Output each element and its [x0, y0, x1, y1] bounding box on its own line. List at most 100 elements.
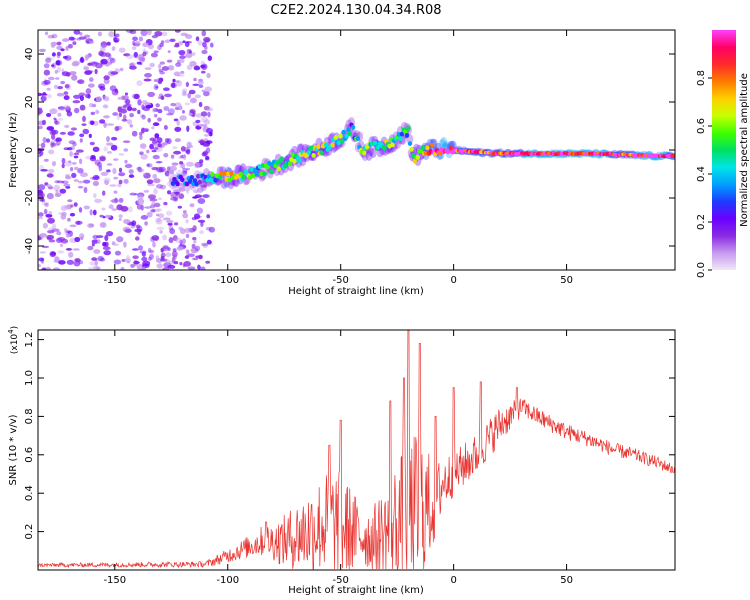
noise-blob [122, 140, 131, 143]
noise-blob [194, 245, 201, 252]
noise-blob [166, 113, 174, 116]
noise-blob [143, 189, 150, 193]
noise-blob [69, 224, 77, 228]
noise-blob [99, 47, 106, 52]
noise-blob [38, 257, 45, 262]
noise-blob [126, 255, 130, 261]
noise-blob [53, 184, 61, 192]
noise-blob [54, 69, 58, 74]
noise-blob [176, 74, 185, 77]
noise-blob [137, 109, 141, 115]
noise-blob [153, 50, 159, 53]
noise-blob [112, 243, 120, 246]
colorbar-tick-label: 0.6 [696, 118, 707, 134]
noise-blob [103, 250, 111, 256]
noise-blob [94, 259, 98, 266]
noise-blob [111, 136, 118, 141]
noise-blob [86, 40, 90, 44]
noise-blob [160, 40, 165, 44]
noise-blob [99, 156, 106, 162]
noise-blob [170, 102, 176, 107]
noise-blob [46, 126, 55, 131]
noise-blob [71, 172, 77, 179]
noise-blob [47, 168, 55, 174]
ridge-point [398, 136, 403, 142]
noise-blob [44, 203, 49, 207]
noise-blob [65, 230, 72, 234]
noise-blob [206, 107, 214, 112]
noise-blob [71, 62, 79, 67]
noise-blob [51, 64, 55, 67]
noise-blob [150, 52, 158, 58]
ridge-point [275, 160, 280, 166]
noise-blob [186, 49, 192, 54]
noise-blob [136, 54, 144, 61]
noise-blob [84, 34, 91, 38]
spec-y-tick-label: 20 [24, 96, 35, 109]
noise-blob [139, 57, 145, 62]
ridge-halo [369, 148, 377, 159]
noise-blob [90, 120, 95, 126]
noise-blob [157, 64, 162, 69]
noise-blob [46, 184, 52, 188]
noise-blob [149, 143, 155, 150]
noise-blob [43, 63, 50, 69]
noise-blob [118, 218, 122, 221]
noise-blob [205, 155, 210, 160]
noise-blob [185, 34, 193, 39]
noise-blob [48, 211, 53, 215]
noise-blob [66, 233, 70, 238]
noise-blob [85, 93, 91, 99]
spec-x-tick-label: -100 [216, 275, 239, 286]
noise-blob [137, 168, 144, 173]
noise-blob [103, 95, 110, 102]
noise-blob [67, 199, 73, 203]
noise-blob [51, 223, 57, 230]
noise-blob [177, 205, 182, 209]
ridge-point [197, 179, 202, 185]
snr-y-tick-label: 0.2 [24, 524, 35, 540]
ridge-point [189, 175, 194, 180]
noise-blob [123, 148, 129, 152]
noise-blob [59, 243, 64, 247]
noise-blob [60, 48, 65, 52]
noise-blob [149, 198, 158, 202]
noise-blob [48, 149, 55, 155]
snr-x-tick-label: 0 [450, 575, 456, 586]
noise-blob [70, 146, 75, 150]
noise-blob [203, 91, 210, 97]
noise-blob [172, 235, 178, 242]
noise-blob [77, 185, 84, 189]
noise-blob [73, 152, 80, 156]
ridge-point [411, 152, 416, 158]
noise-blob [99, 86, 106, 91]
noise-blob [93, 265, 100, 270]
noise-blob [88, 133, 92, 138]
noise-blob [111, 198, 119, 204]
noise-blob [186, 125, 190, 132]
noise-blob [131, 220, 137, 227]
noise-blob [203, 134, 209, 137]
noise-blob [201, 89, 205, 93]
noise-blob [55, 60, 61, 66]
noise-blob [124, 163, 133, 169]
noise-blob [70, 167, 74, 172]
noise-blob [68, 251, 74, 258]
noise-blob [156, 184, 163, 189]
noise-blob [171, 82, 176, 88]
noise-blob [178, 41, 184, 46]
noise-blob [131, 191, 134, 196]
noise-blob [42, 267, 47, 270]
snr-y-tick-label: 1.0 [24, 370, 35, 386]
noise-blob [124, 228, 131, 233]
snr-y-ticks: 0.2 0.4 0.6 0.8 1.0 1.2 [24, 332, 675, 540]
noise-blob [163, 153, 169, 158]
ridge-point [262, 171, 267, 177]
noise-blob [156, 208, 162, 212]
noise-blob [205, 226, 212, 231]
noise-blob [185, 249, 190, 253]
noise-blob [169, 38, 176, 42]
ridge-point [404, 133, 410, 138]
noise-blob [73, 202, 78, 207]
noise-blob [151, 149, 157, 153]
